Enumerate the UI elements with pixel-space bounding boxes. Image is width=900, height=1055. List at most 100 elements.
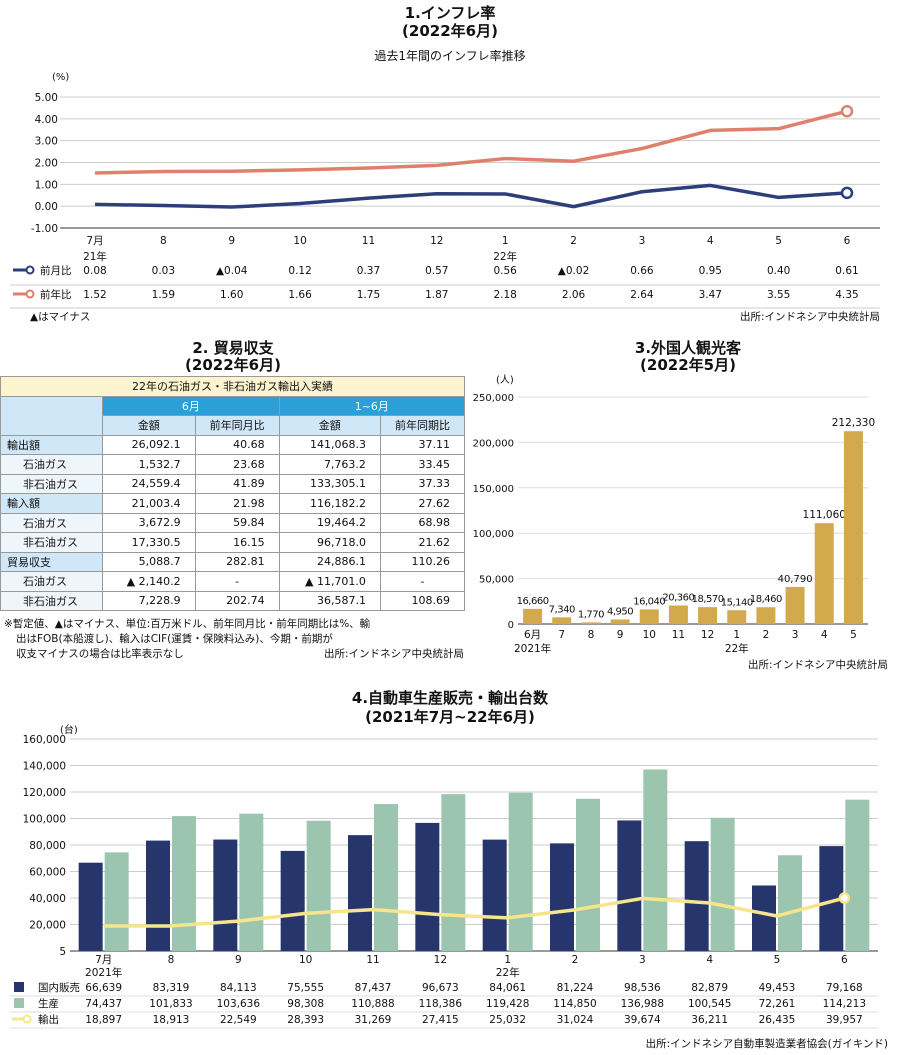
trade-note-line1: ※暫定値、▲はマイナス、単位:百万米ドル、前年同月比・前年同期比は%、輸	[4, 618, 371, 630]
tourist-bar	[785, 586, 805, 624]
trade-row: 石油ガス ▲ 2,140.2- ▲ 11,701.0-	[0, 571, 466, 592]
autos-source: 出所:インドネシア自動車製造業者協会(ガイキンド)	[646, 1037, 888, 1050]
trade-row: 非石油ガス 24,559.4 41.89 133,305.1 37.33	[0, 473, 466, 494]
trade-col-yoy-period: 前年同期比	[379, 415, 466, 436]
y-tick-label: 250,000	[473, 393, 514, 404]
x-tick-label: 8	[588, 629, 595, 641]
production-bar	[643, 769, 668, 951]
data-value-label: 1,770	[578, 609, 604, 620]
data-value-label: 0.12	[288, 265, 311, 277]
data-value-label: 96,673	[422, 982, 459, 994]
data-value-label: 4.35	[835, 289, 858, 301]
trade-cell: 7,228.9	[102, 590, 196, 611]
data-value-label: 28,393	[287, 1014, 324, 1026]
data-value-label: 74,437	[85, 998, 122, 1010]
x-tick-label: 6	[841, 954, 848, 966]
trade-col-yoy-month: 前年同月比	[194, 415, 280, 436]
trade-row-label: 石油ガス	[0, 454, 103, 475]
data-value-label: 49,453	[759, 982, 796, 994]
data-value-label: 101,833	[149, 998, 192, 1010]
data-value-label: 79,168	[826, 982, 863, 994]
trade-cell: 33.45	[379, 454, 466, 475]
data-value-label: 119,428	[486, 998, 529, 1010]
x-tick-label: 4	[707, 235, 714, 247]
data-value-label: 18,570	[692, 594, 724, 605]
legend-swatch	[14, 998, 24, 1008]
domestic-sales-bar	[415, 822, 440, 951]
inflation-source: 出所:インドネシア中央統計局	[740, 310, 880, 323]
y-tick-label: 20,000	[29, 920, 66, 932]
legend-swatch	[14, 982, 24, 992]
x-tick-label: 1	[504, 954, 511, 966]
y-tick-label: -1.00	[31, 223, 58, 235]
trade-cell: ▲ 11,701.0	[278, 571, 381, 592]
data-value-label: 2.64	[630, 289, 654, 301]
data-value-label: 16,040	[633, 596, 665, 607]
data-value-label: 4,950	[607, 607, 633, 618]
data-value-label: 7,340	[549, 604, 575, 615]
y-tick-label: 150,000	[473, 484, 514, 495]
production-bar	[441, 794, 466, 951]
data-value-label: 0.95	[699, 265, 722, 277]
y-tick-label: 5.00	[35, 92, 58, 104]
trade-title-period: (2022年6月)	[185, 356, 281, 374]
x-tick-label: 7月	[86, 235, 103, 247]
legend-label: 前年比	[40, 288, 72, 301]
data-value-label: ▲0.04	[216, 265, 248, 277]
tourist-bar	[814, 523, 834, 624]
domestic-sales-bar	[280, 850, 305, 951]
x-year-label: 2021年	[85, 966, 122, 979]
data-value-label: 0.03	[152, 265, 175, 277]
y-tick-label: 40,000	[29, 893, 66, 905]
data-value-label: 22,549	[220, 1014, 257, 1026]
data-value-label: 84,113	[220, 982, 257, 994]
y-tick-label: 80,000	[29, 840, 66, 852]
inflation-title-period: (2022年6月)	[402, 22, 498, 40]
x-tick-label: 2	[572, 954, 579, 966]
data-value-label: 16,660	[517, 596, 549, 607]
trade-cell: 19,464.2	[278, 512, 381, 533]
export-end-marker	[838, 892, 851, 904]
data-value-label: 31,269	[355, 1014, 392, 1026]
trade-cell: 133,305.1	[278, 473, 381, 494]
data-value-label: 212,330	[832, 417, 875, 429]
trade-title: 2. 貿易収支	[192, 339, 274, 357]
data-value-label: 2.18	[493, 289, 516, 301]
data-value-label: 2.06	[562, 289, 586, 301]
production-bar	[374, 804, 398, 951]
production-bar	[845, 799, 870, 951]
legend-label: 前月比	[40, 264, 72, 277]
data-value-label: 83,319	[153, 982, 190, 994]
x-tick-label: 4	[706, 954, 713, 966]
x-tick-label: 3	[639, 954, 646, 966]
trade-row-label: 非石油ガス	[0, 532, 103, 553]
data-value-label: 1.66	[288, 289, 312, 301]
y-tick-label: 60,000	[29, 867, 66, 879]
x-tick-label: 9	[617, 629, 624, 641]
legend-label: 輸出	[38, 1013, 59, 1026]
autos-title: 4.自動車生産販売・輸出台数	[352, 689, 549, 707]
data-value-label: 66,639	[85, 982, 122, 994]
x-tick-label: 5	[850, 629, 857, 641]
trade-row-label: 輸出額	[0, 434, 103, 455]
domestic-sales-bar	[348, 835, 372, 951]
tourists-title: 3.外国人観光客	[635, 339, 742, 357]
data-value-label: 114,213	[823, 998, 866, 1010]
x-tick-label: 7月	[95, 954, 112, 966]
trade-cell: 21,003.4	[102, 493, 196, 514]
x-tick-label: 9	[228, 235, 235, 247]
trade-cell: 37.11	[379, 434, 466, 455]
y-tick-label: 4.00	[35, 114, 58, 126]
trade-row: 石油ガス 3,672.9 59.84 19,464.2 68.98	[0, 512, 466, 533]
trade-cell: 37.33	[379, 473, 466, 494]
inflation-title: 1.インフレ率	[405, 4, 496, 22]
production-bar	[239, 813, 264, 951]
x-tick-label: 12	[434, 954, 447, 966]
trade-source: 出所:インドネシア中央統計局	[323, 648, 464, 660]
trade-row-label: 輸入額	[0, 493, 103, 514]
x-tick-label: 11	[672, 629, 685, 641]
trade-cell: 21.62	[379, 532, 466, 553]
trade-col-amount: 金額	[102, 415, 196, 436]
x-tick-label: 3	[639, 235, 646, 247]
y-tick-label: 3.00	[35, 136, 58, 148]
